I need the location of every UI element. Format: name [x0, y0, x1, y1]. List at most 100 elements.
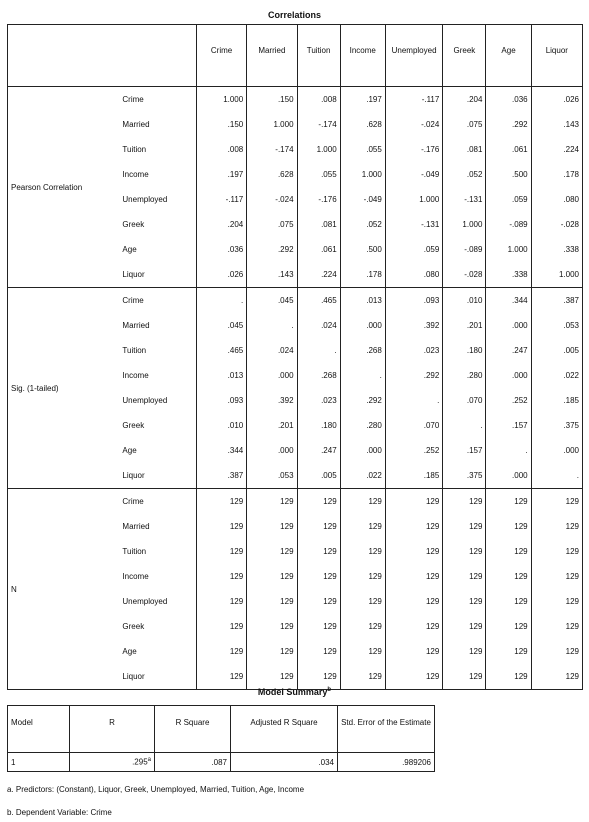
value-cell: .180	[442, 338, 487, 363]
value-cell: 129	[340, 514, 386, 539]
value-cell: .013	[340, 287, 386, 313]
value-cell: 129	[485, 639, 532, 664]
value-cell: .465	[297, 287, 341, 313]
value-cell: 129	[531, 514, 584, 539]
value-cell: .	[196, 287, 248, 313]
value-cell: .178	[531, 162, 584, 187]
row-label: Married	[119, 313, 197, 338]
value-cell: .150	[196, 112, 248, 137]
value-cell: .204	[442, 86, 487, 112]
col-header: Liquor	[530, 24, 584, 87]
value-cell: .059	[385, 237, 444, 262]
value-cell: 1.000	[196, 86, 248, 112]
model-summary-header-row: Model R R Square Adjusted R Square Std. …	[7, 705, 435, 753]
row-label: Income	[119, 162, 197, 187]
value-cell: .081	[442, 137, 487, 162]
value-cell: .	[385, 388, 444, 413]
value-cell: .224	[297, 262, 341, 288]
value-cell: 129	[297, 488, 341, 514]
col-header-std-error: Std. Error of the Estimate	[337, 705, 435, 753]
value-cell: .026	[531, 86, 584, 112]
value-cell: 129	[246, 614, 298, 639]
row-label: Greek	[119, 413, 197, 438]
value-cell: -.024	[246, 187, 298, 212]
value-cell: .053	[246, 463, 298, 489]
row-label: Greek	[119, 212, 197, 237]
value-cell: .338	[531, 237, 584, 262]
value-cell: 129	[485, 614, 532, 639]
row-label: Income	[119, 363, 197, 388]
value-cell: .204	[196, 212, 248, 237]
value-cell: .013	[196, 363, 248, 388]
value-cell: 129	[246, 514, 298, 539]
value-cell: .500	[340, 237, 386, 262]
value-cell: .157	[485, 413, 532, 438]
value-cell: .387	[531, 287, 584, 313]
value-cell: .252	[385, 438, 444, 463]
value-cell: .344	[196, 438, 248, 463]
value-cell: .197	[196, 162, 248, 187]
r-cell: .295a	[69, 752, 155, 772]
value-cell: .061	[297, 237, 341, 262]
model-summary-row: 1 .295a .087 .034 .989206	[7, 752, 435, 772]
value-cell: .005	[297, 463, 341, 489]
value-cell: .628	[340, 112, 386, 137]
value-cell: .061	[485, 137, 532, 162]
value-cell: .000	[246, 438, 298, 463]
table-row: Liquor .387.053.005.022.185.375.000.	[8, 463, 584, 489]
table-row: Age 129 129 129 129 129 129 129 129	[8, 639, 584, 664]
col-header-adj-r-square: Adjusted R Square	[230, 705, 338, 753]
value-cell: 129	[246, 539, 298, 564]
value-cell: .375	[442, 463, 487, 489]
value-cell: 1.000	[340, 162, 386, 187]
value-cell: -.049	[385, 162, 444, 187]
value-cell: 129	[531, 589, 584, 614]
col-header: Crime	[195, 24, 248, 87]
value-cell: .080	[385, 262, 444, 288]
value-cell: 129	[297, 514, 341, 539]
row-label: Tuition	[119, 539, 197, 564]
table-row: Age .036.292.061.500.059 -.089 1.000.338	[8, 237, 584, 262]
value-cell: -.131	[385, 212, 444, 237]
group-label: Pearson Correlation	[7, 86, 120, 288]
value-cell: 129	[340, 639, 386, 664]
value-cell: 129	[196, 514, 248, 539]
value-cell: 129	[385, 664, 444, 690]
value-cell: 129	[297, 614, 341, 639]
value-cell: 129	[485, 589, 532, 614]
correlations-title: Correlations	[267, 10, 321, 20]
table-row: Liquor 129 129 129 129 129 129 129 129	[8, 664, 584, 690]
value-cell: .392	[246, 388, 298, 413]
value-cell: .052	[340, 212, 386, 237]
value-cell: .026	[196, 262, 248, 288]
table-row: Income 129 129 129 129 129 129 129 129	[8, 564, 584, 589]
value-cell: .000	[340, 313, 386, 338]
r-value: .295	[132, 757, 148, 767]
value-cell: 129	[297, 664, 341, 690]
table-row: Unemployed 129 129 129 129 129 129 129 129	[8, 589, 584, 614]
value-cell: 129	[385, 564, 444, 589]
correlations-header-row: Crime Married Tuition Income Unemployed …	[7, 24, 584, 87]
value-cell: .280	[340, 413, 386, 438]
row-label: Married	[119, 514, 197, 539]
value-cell: 129	[442, 539, 487, 564]
value-cell: .008	[297, 86, 341, 112]
value-cell: .	[442, 413, 487, 438]
value-cell: .023	[385, 338, 444, 363]
value-cell: .080	[531, 187, 584, 212]
col-header: Tuition	[296, 24, 341, 87]
value-cell: .	[246, 313, 298, 338]
footnote-predictors: a. Predictors: (Constant), Liquor, Greek…	[7, 785, 305, 794]
value-cell: 129	[485, 539, 532, 564]
row-label: Unemployed	[119, 187, 197, 212]
value-cell: 129	[442, 514, 487, 539]
col-header: Greek	[442, 24, 487, 87]
value-cell: 129	[485, 664, 532, 690]
value-cell: .197	[340, 86, 386, 112]
value-cell: -.049	[340, 187, 386, 212]
row-label: Age	[119, 438, 197, 463]
row-label: Income	[119, 564, 197, 589]
row-label: Crime	[119, 86, 197, 112]
value-cell: .292	[246, 237, 298, 262]
value-cell: .008	[196, 137, 248, 162]
